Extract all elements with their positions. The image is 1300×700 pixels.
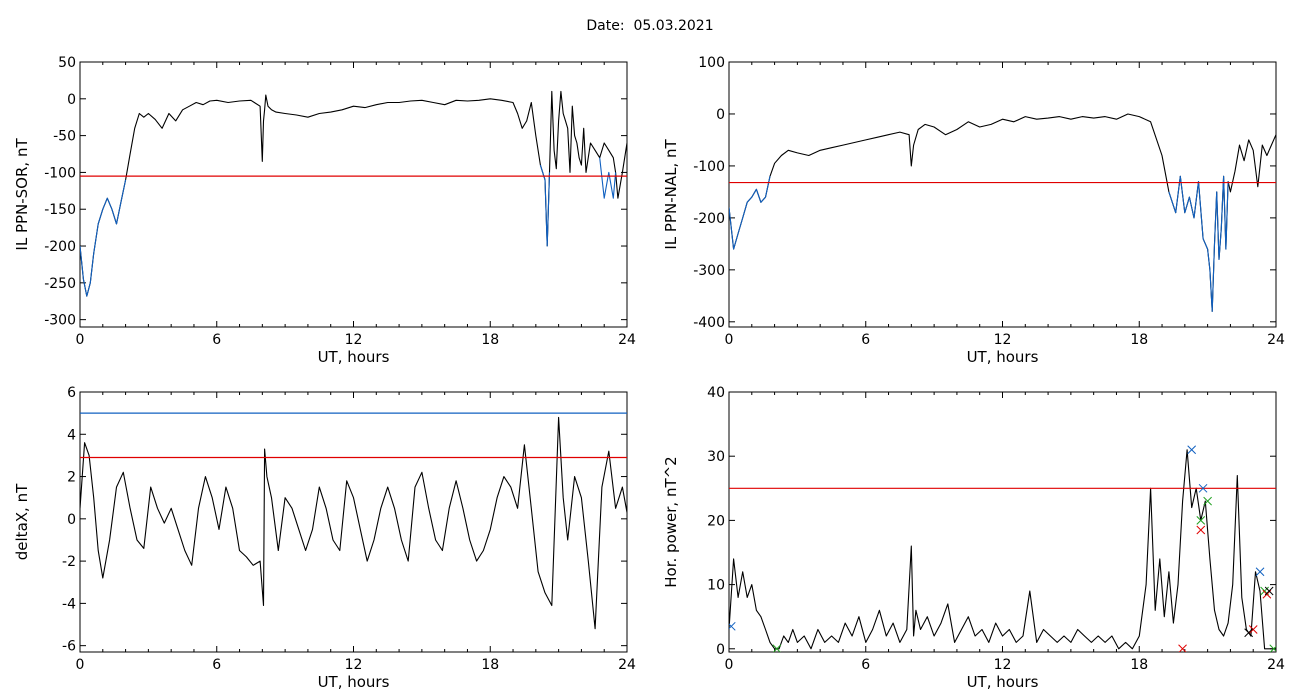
series-line-1 <box>729 113 1276 312</box>
y-tick-label: -300 <box>44 313 76 329</box>
y-tick-label: -6 <box>62 639 76 655</box>
x-marker <box>1269 644 1276 652</box>
x-tick-label: 24 <box>1267 332 1285 348</box>
series-line-2 <box>729 176 771 250</box>
x-marker <box>772 644 782 652</box>
plot-area <box>80 412 627 630</box>
y-tick-label: 0 <box>716 642 725 658</box>
series-line-3 <box>539 164 551 247</box>
y-tick-label: 0 <box>716 107 725 123</box>
x-axis-label: UT, hours <box>967 673 1039 691</box>
series-line-2 <box>80 179 127 297</box>
x-marker <box>1196 525 1206 535</box>
x-tick-label: 12 <box>345 657 363 673</box>
y-tick-label: -200 <box>44 239 76 255</box>
series-line-1 <box>729 449 1276 650</box>
y-tick-label: 50 <box>58 55 76 71</box>
x-tick-label: 18 <box>1130 332 1148 348</box>
y-tick-label: 6 <box>67 385 76 401</box>
y-tick-label: 30 <box>707 449 725 465</box>
x-marker <box>1196 516 1206 525</box>
chart-panel-2: 0 6 12 18 24 100 0 -100 -200 -300 -400 UT, hours IL … <box>662 55 1285 366</box>
y-tick-label: 2 <box>67 470 76 486</box>
plot-area <box>729 445 1276 652</box>
x-axis-label: UT, hours <box>318 673 390 691</box>
figure-title: Date: 05.03.2021 <box>586 18 714 34</box>
y-axis-label: deltaX, nT <box>13 483 31 560</box>
series-line-1 <box>80 90 627 297</box>
y-tick-label: -100 <box>44 165 76 181</box>
chart-panel-3: 0 6 12 18 24 6 4 2 0 -2 -4 -6 UT, hours deltaX, nT <box>13 385 636 691</box>
x-tick-label: 0 <box>725 332 734 348</box>
x-tick-label: 12 <box>994 657 1012 673</box>
x-tick-label: 6 <box>861 332 870 348</box>
y-tick-label: 10 <box>707 578 725 594</box>
y-axis-label: Hor. power, nT^2 <box>662 456 680 587</box>
plot-area <box>729 113 1276 312</box>
x-marker <box>1198 483 1208 493</box>
plot-frame <box>728 391 1277 653</box>
x-tick-label: 0 <box>725 657 734 673</box>
x-tick-label: 24 <box>1267 657 1285 673</box>
x-marker <box>1255 567 1265 577</box>
y-axis-label: IL PPN-NAL, nT <box>662 139 680 250</box>
y-tick-label: -400 <box>693 315 725 331</box>
chart-panel-4: 0 6 12 18 24 40 30 20 10 0 UT, hours Hor. power, nT… <box>662 385 1285 691</box>
x-tick-label: 0 <box>76 657 85 673</box>
plot-frame <box>728 61 1277 328</box>
y-tick-label: -250 <box>44 276 76 292</box>
y-tick-label: 40 <box>707 385 725 401</box>
x-marker <box>1203 496 1212 506</box>
x-tick-label: 18 <box>1130 657 1148 673</box>
x-marker <box>729 621 736 631</box>
y-tick-label: 20 <box>707 513 725 529</box>
y-tick-label: -200 <box>693 211 725 227</box>
x-tick-label: 6 <box>861 657 870 673</box>
x-tick-label: 6 <box>212 657 221 673</box>
x-tick-label: 18 <box>481 332 499 348</box>
y-axis-label: IL PPN-SOR, nT <box>13 138 31 251</box>
plot-area <box>80 90 627 297</box>
y-tick-label: 0 <box>67 512 76 528</box>
x-axis-label: UT, hours <box>318 348 390 366</box>
y-tick-label: -150 <box>44 202 76 218</box>
x-tick-label: 12 <box>994 332 1012 348</box>
series-line-4 <box>599 157 617 199</box>
y-tick-label: 0 <box>67 92 76 108</box>
x-marker <box>1264 586 1274 596</box>
x-marker <box>1178 644 1187 652</box>
x-tick-label: 24 <box>618 332 636 348</box>
series-line-3 <box>1168 175 1229 312</box>
y-tick-label: 100 <box>698 55 725 71</box>
x-marker <box>1244 628 1254 638</box>
y-tick-label: 4 <box>67 427 76 443</box>
x-axis-label: UT, hours <box>967 348 1039 366</box>
series-line-1 <box>80 416 627 630</box>
x-marker <box>1187 445 1197 455</box>
x-tick-label: 18 <box>481 657 499 673</box>
y-tick-label: -50 <box>53 129 76 145</box>
x-tick-label: 0 <box>76 332 85 348</box>
x-tick-label: 24 <box>618 657 636 673</box>
x-tick-label: 6 <box>212 332 221 348</box>
y-tick-label: -4 <box>62 596 76 612</box>
y-tick-label: -100 <box>693 159 725 175</box>
x-tick-label: 12 <box>345 332 363 348</box>
plot-frame <box>79 391 628 653</box>
chart-panel-1: 0 6 12 18 24 50 0 -50 -100 -150 -200 -250 -300 UT, ho… <box>13 55 636 366</box>
x-marker <box>1248 625 1258 634</box>
y-tick-label: -2 <box>62 554 76 570</box>
y-tick-label: -300 <box>693 263 725 279</box>
